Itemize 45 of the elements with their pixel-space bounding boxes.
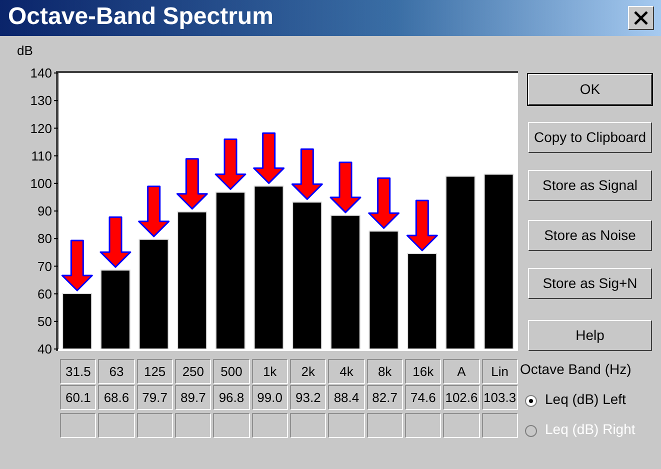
x-tick-label: 8k: [366, 359, 403, 384]
x-tick-label: 500: [213, 359, 250, 384]
chart-title: Octave-Band Spectrum: [8, 3, 274, 31]
data-label: 82.7: [366, 385, 403, 410]
data-label: 93.2: [290, 385, 326, 410]
x-tick-label: 16k: [405, 359, 442, 384]
y-tick-label: 40: [38, 342, 52, 357]
y-tick-label: 80: [38, 231, 52, 246]
y-tick-label: 100: [30, 176, 52, 192]
x-tick-label: 63: [98, 359, 135, 384]
y-tick-label: 110: [31, 148, 52, 164]
data-label: 79.7: [136, 385, 173, 410]
y-tick-label: 90: [38, 204, 52, 219]
x-axis-title: Octave Band (Hz): [520, 361, 632, 377]
data-label: 88.4: [328, 385, 365, 410]
x-tick-label: A: [443, 359, 480, 384]
data-label: 99.0: [252, 385, 288, 410]
text: Store as Noise: [528, 220, 652, 251]
y-tick-label: 140: [30, 66, 52, 81]
text: OK: [528, 74, 652, 105]
x-tick-label: 2k: [290, 359, 326, 384]
y-tick-label: 130: [30, 93, 52, 108]
text: Help: [528, 320, 652, 351]
x-tick-label: 250: [175, 359, 212, 384]
y-tick-label: 50: [38, 314, 52, 330]
text: Leq (dB) Left: [545, 391, 626, 407]
data-label: 74.6: [405, 385, 442, 410]
y-axis-title: dB: [17, 43, 33, 58]
data-label: 102.6: [443, 385, 480, 410]
y-tick-label: 120: [30, 120, 52, 136]
data-label: 89.7: [175, 385, 212, 410]
x-tick-label: 1k: [252, 359, 288, 384]
data-label: 103.3: [482, 385, 518, 410]
x-tick-label: Lin: [482, 359, 518, 384]
y-tick-label: 70: [38, 258, 52, 274]
data-label: 60.1: [60, 385, 96, 410]
data-label: 96.8: [213, 385, 250, 410]
x-tick-label: 4k: [328, 359, 365, 384]
text: Copy to Clipboard: [528, 122, 652, 153]
x-tick-label: 125: [136, 359, 173, 384]
data-label: 68.6: [98, 385, 135, 410]
text: Store as Signal: [528, 170, 652, 201]
y-tick-label: 60: [38, 286, 52, 302]
x-tick-label: 31.5: [60, 359, 96, 384]
text: Store as Sig+N: [528, 268, 652, 299]
